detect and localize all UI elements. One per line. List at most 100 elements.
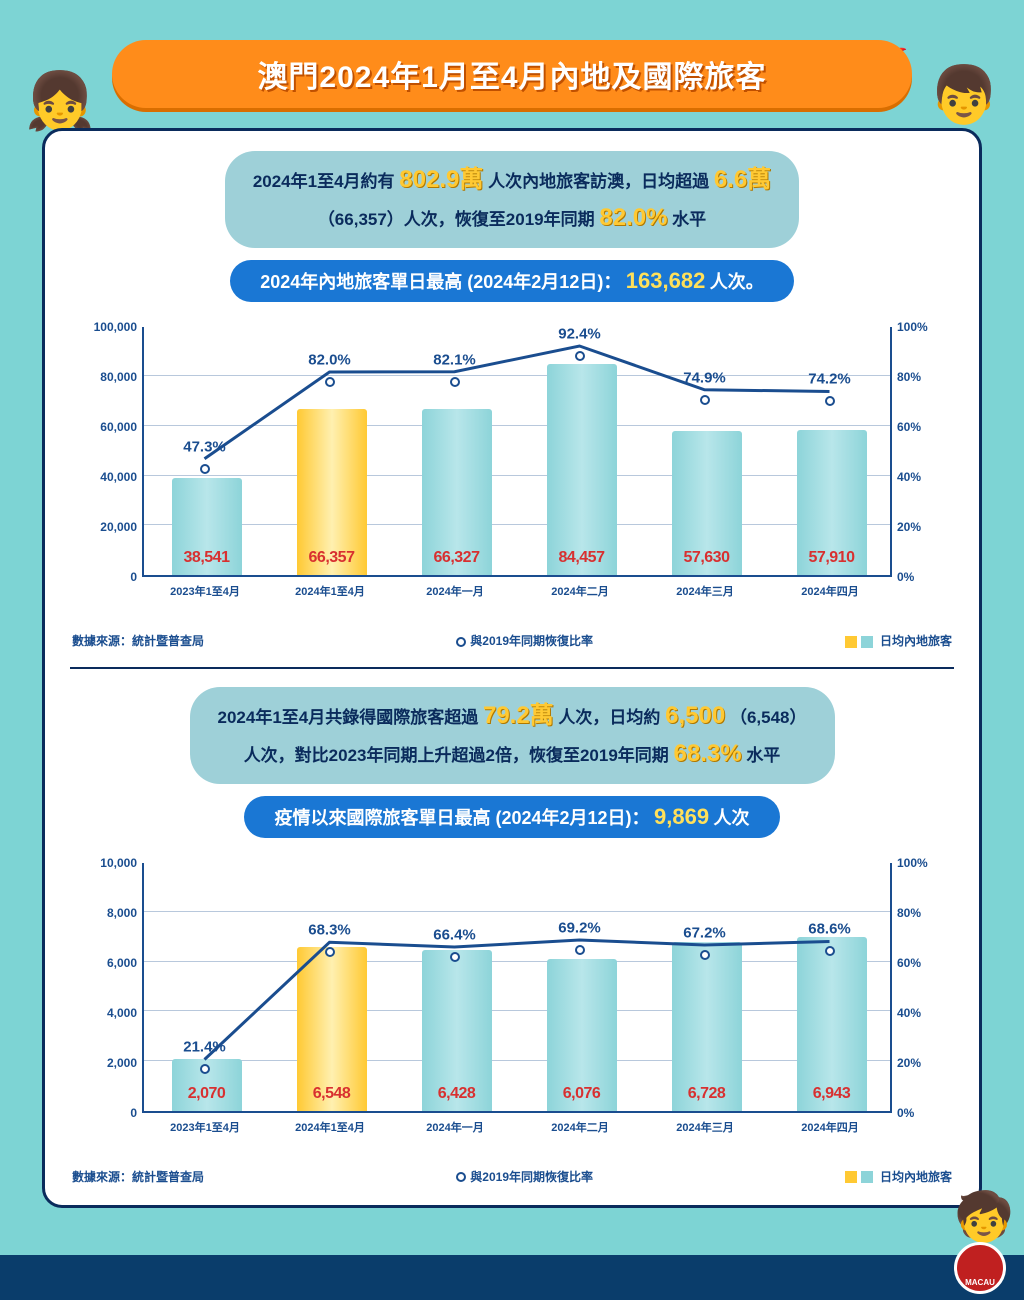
bar-value-label: 6,943: [797, 1085, 867, 1103]
line-value-label: 82.1%: [433, 351, 476, 368]
y-right-tick: 20%: [897, 1056, 942, 1070]
chart2-international-visitors: 2,0706,5486,4286,0766,7286,943 00%2,0002…: [72, 853, 952, 1163]
section1-info-pill: 2024年1至4月約有 802.9萬 人次內地旅客訪澳，日均超過 6.6萬 （6…: [225, 151, 799, 248]
chart2-legend-row: 數據來源：統計暨普查局 與2019年同期恢復比率 日均內地旅客: [72, 1168, 952, 1185]
line-value-label: 69.2%: [558, 919, 601, 936]
bar-value-label: 66,327: [422, 549, 492, 567]
y-right-tick: 60%: [897, 956, 942, 970]
s2-sub-text: 人次: [714, 808, 750, 828]
source-label: 數據來源：統計暨普查局: [72, 632, 204, 649]
s2-text: （6,548）: [730, 708, 807, 727]
y-right-tick: 100%: [897, 320, 942, 334]
bottom-accent-bar: [0, 1255, 1024, 1300]
line-marker: [450, 952, 460, 962]
line-marker: [825, 946, 835, 956]
s1-sub-hl: 163,682: [626, 268, 706, 293]
x-axis-label: 2024年四月: [783, 583, 878, 599]
y-right-tick: 80%: [897, 906, 942, 920]
line-value-label: 82.0%: [308, 351, 351, 368]
chart-bar: 6,548: [297, 947, 367, 1111]
x-axis-label: 2024年二月: [533, 1119, 628, 1135]
y-left-tick: 10,000: [87, 856, 137, 870]
s1-hl: 82.0%: [599, 204, 667, 231]
bar-value-label: 57,630: [672, 549, 742, 567]
section-divider: [70, 667, 954, 669]
s1-text: 人次內地旅客訪澳，日均超過: [488, 172, 709, 191]
s1-hl: 802.9萬: [399, 166, 483, 193]
bar-value-label: 84,457: [547, 549, 617, 567]
s1-text: （66,357）人次，恢復至2019年同期: [318, 210, 595, 229]
character-boy-icon: 👦: [929, 62, 999, 128]
chart-bar: 84,457: [547, 364, 617, 575]
y-right-tick: 80%: [897, 370, 942, 384]
chart-bar: 6,076: [547, 959, 617, 1111]
page-title: 澳門2024年1月至4月內地及國際旅客: [142, 52, 882, 96]
line-value-label: 21.4%: [183, 1039, 226, 1056]
chart-bar: 66,327: [422, 409, 492, 575]
legend-dailyavg: 日均內地旅客: [845, 632, 952, 649]
chart-bar: 57,910: [797, 430, 867, 575]
x-axis-label: 2024年二月: [533, 583, 628, 599]
line-marker: [200, 1064, 210, 1074]
y-left-tick: 0: [87, 1106, 137, 1120]
line-value-label: 68.6%: [808, 921, 851, 938]
y-right-tick: 60%: [897, 420, 942, 434]
chart2-plot-area: 2,0706,5486,4286,0766,7286,943: [142, 863, 892, 1113]
chart-bar: 6,428: [422, 950, 492, 1111]
s1-sub-text: 2024年內地旅客單日最高 (2024年2月12日)：: [260, 272, 621, 292]
chart1-mainland-visitors: 38,541 66,357 66,327 84,457 57,630 57,910 0 0%…: [72, 317, 952, 627]
bar-value-label: 6,076: [547, 1085, 617, 1103]
y-right-tick: 0%: [897, 1106, 942, 1120]
chart1-plot-area: 38,541 66,357 66,327 84,457 57,630 57,910: [142, 327, 892, 577]
s2-text: 水平: [746, 746, 780, 765]
source-label: 數據來源：統計暨普查局: [72, 1168, 204, 1185]
main-card: 2024年1至4月約有 802.9萬 人次內地旅客訪澳，日均超過 6.6萬 （6…: [42, 128, 982, 1208]
section2-sub-pill: 疫情以來國際旅客單日最高 (2024年2月12日)： 9,869 人次: [244, 796, 779, 838]
character-reader-icon: 🧒: [954, 1188, 1014, 1245]
line-marker: [200, 464, 210, 474]
x-axis-label: 2024年三月: [658, 583, 753, 599]
s2-text: 人次，日均約: [558, 708, 660, 727]
s2-sub-text: 疫情以來國際旅客單日最高 (2024年2月12日)：: [274, 808, 649, 828]
header-banner: 澳門2024年1月至4月內地及國際旅客: [112, 40, 912, 108]
s1-hl: 6.6萬: [714, 166, 771, 193]
line-value-label: 47.3%: [183, 438, 226, 455]
line-marker: [575, 351, 585, 361]
line-value-label: 68.3%: [308, 921, 351, 938]
y-left-tick: 8,000: [87, 906, 137, 920]
y-left-tick: 0: [87, 570, 137, 584]
line-marker: [575, 945, 585, 955]
line-value-label: 92.4%: [558, 325, 601, 342]
bar-value-label: 66,357: [297, 549, 367, 567]
y-left-tick: 20,000: [87, 520, 137, 534]
line-value-label: 74.2%: [808, 371, 851, 388]
x-axis-label: 2024年一月: [408, 583, 503, 599]
bar-value-label: 6,728: [672, 1085, 742, 1103]
x-axis-label: 2023年1至4月: [158, 583, 253, 599]
chart-bar: 38,541: [172, 478, 242, 574]
y-left-tick: 100,000: [87, 320, 137, 334]
s2-hl: 6,500: [665, 702, 725, 729]
s2-text: 2024年1至4月共錄得國際旅客超過: [218, 708, 479, 727]
x-axis-label: 2024年1至4月: [283, 583, 378, 599]
y-left-tick: 80,000: [87, 370, 137, 384]
x-axis-label: 2023年1至4月: [158, 1119, 253, 1135]
line-marker: [825, 396, 835, 406]
line-marker: [700, 950, 710, 960]
chart1-legend-row: 數據來源：統計暨普查局 與2019年同期恢復比率 日均內地旅客: [72, 632, 952, 649]
bar-value-label: 57,910: [797, 549, 867, 567]
y-right-tick: 40%: [897, 1006, 942, 1020]
y-right-tick: 0%: [897, 570, 942, 584]
y-right-tick: 40%: [897, 470, 942, 484]
line-value-label: 67.2%: [683, 924, 726, 941]
s2-hl: 79.2萬: [483, 702, 554, 729]
line-marker: [450, 377, 460, 387]
macau-logo: MACAU: [954, 1242, 1006, 1294]
y-left-tick: 6,000: [87, 956, 137, 970]
legend-recovery: 與2019年同期恢復比率: [456, 632, 593, 649]
y-left-tick: 60,000: [87, 420, 137, 434]
section2-info-pill: 2024年1至4月共錄得國際旅客超過 79.2萬 人次，日均約 6,500 （6…: [190, 687, 835, 784]
s2-text: 人次，對比2023年同期上升超過2倍，恢復至2019年同期: [244, 746, 669, 765]
section1-sub-pill: 2024年內地旅客單日最高 (2024年2月12日)： 163,682 人次。: [230, 260, 794, 302]
bar-value-label: 6,548: [297, 1085, 367, 1103]
